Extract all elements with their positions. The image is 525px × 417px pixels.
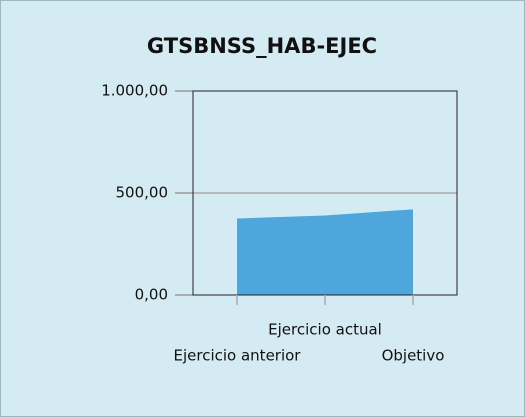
y-tick-label: 1.000,00 — [101, 82, 168, 100]
y-tick-label: 500,00 — [116, 184, 169, 202]
chart-title: GTSBNSS_HAB-EJEC — [147, 34, 377, 58]
x-tick-label: Ejercicio actual — [268, 321, 382, 339]
x-tick-label: Objetivo — [382, 347, 445, 365]
y-tick-label: 0,00 — [135, 286, 168, 304]
x-tick-label: Ejercicio anterior — [174, 347, 302, 365]
area — [237, 209, 413, 295]
